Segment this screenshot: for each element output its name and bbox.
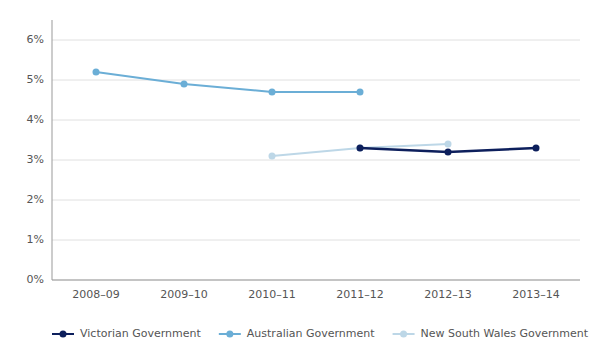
x-tick-label: 2009–10 — [160, 288, 208, 301]
x-tick-label: 2008–09 — [72, 288, 120, 301]
y-tick-label: 6% — [27, 33, 44, 46]
series-point — [445, 149, 452, 156]
series-point — [357, 145, 364, 152]
series-point — [269, 153, 276, 160]
grid-line — [52, 240, 580, 241]
x-tick-label: 2011–12 — [336, 288, 384, 301]
series-point — [93, 69, 100, 76]
series-point — [357, 145, 364, 152]
legend-label: Victorian Government — [80, 327, 202, 340]
legend-marker — [60, 331, 67, 338]
series-point — [357, 89, 364, 96]
x-axis-line — [52, 280, 580, 281]
grid-line — [52, 120, 580, 121]
x-tick-label: 2010–11 — [248, 288, 296, 301]
grid-line — [52, 280, 580, 281]
y-tick-label: 0% — [27, 273, 44, 286]
legend-label: New South Wales Government — [421, 327, 589, 340]
legend-marker — [226, 331, 233, 338]
grid-line — [52, 160, 580, 161]
legend: Victorian Government Australian Governmen… — [52, 327, 589, 340]
legend-label: Australian Government — [247, 327, 375, 340]
series-point — [181, 81, 188, 88]
grid-line — [52, 80, 580, 81]
series-point — [269, 89, 276, 96]
series-point — [445, 141, 452, 148]
y-tick-label: 1% — [27, 233, 44, 246]
x-tick-label: 2013–14 — [512, 288, 560, 301]
y-tick-label: 5% — [27, 73, 44, 86]
legend-marker — [400, 331, 407, 338]
chart: 0% 1% 2% 3% 4% 5% 6% 2008–09 2009–10 2010–11 2011–… — [0, 0, 600, 352]
grid-line — [52, 200, 580, 201]
y-tick-label: 2% — [27, 193, 44, 206]
series-line — [96, 72, 360, 92]
series-point — [533, 145, 540, 152]
y-tick-label: 3% — [27, 153, 44, 166]
y-tick-label: 4% — [27, 113, 44, 126]
y-axis-line — [52, 20, 53, 280]
x-tick-label: 2012–13 — [424, 288, 472, 301]
grid-line — [52, 40, 580, 41]
plot-area — [93, 69, 540, 160]
